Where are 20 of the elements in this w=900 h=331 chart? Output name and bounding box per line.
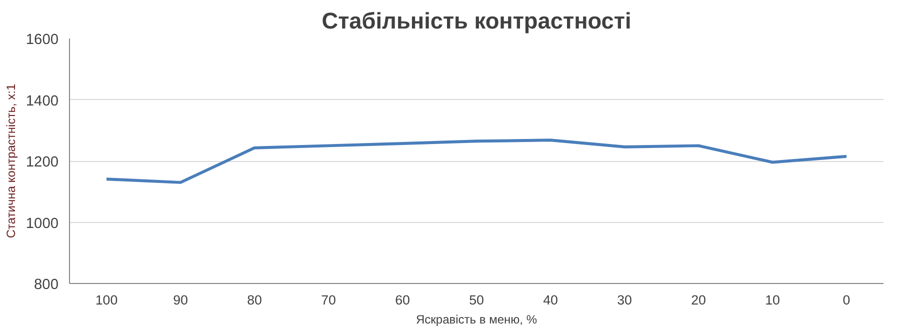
x-axis-title: Яскравість в меню, % (416, 312, 538, 326)
x-tick-label: 20 (691, 292, 706, 308)
chart-title: Стабільність контрастності (322, 8, 632, 34)
y-tick-label: 1000 (26, 216, 59, 232)
x-tick-label: 60 (395, 292, 410, 308)
x-tick-label: 90 (173, 292, 188, 308)
y-tick-label: 800 (34, 277, 59, 293)
x-tick-label: 50 (469, 292, 484, 308)
y-axis-title: Статична контрастність, x:1 (4, 84, 18, 238)
x-tick-label: 10 (765, 292, 780, 308)
y-tick-label: 1400 (26, 93, 59, 110)
x-tick-label: 0 (842, 292, 850, 308)
line-series (105, 138, 848, 184)
x-tick-label: 30 (617, 292, 632, 308)
x-tick-label: 40 (543, 292, 558, 308)
y-tick-label: 1600 (26, 32, 59, 48)
y-tick-label: 1200 (26, 154, 59, 170)
x-tick-label: 100 (95, 292, 118, 308)
x-tick-label: 80 (247, 292, 262, 308)
x-tick-label: 70 (321, 292, 336, 308)
